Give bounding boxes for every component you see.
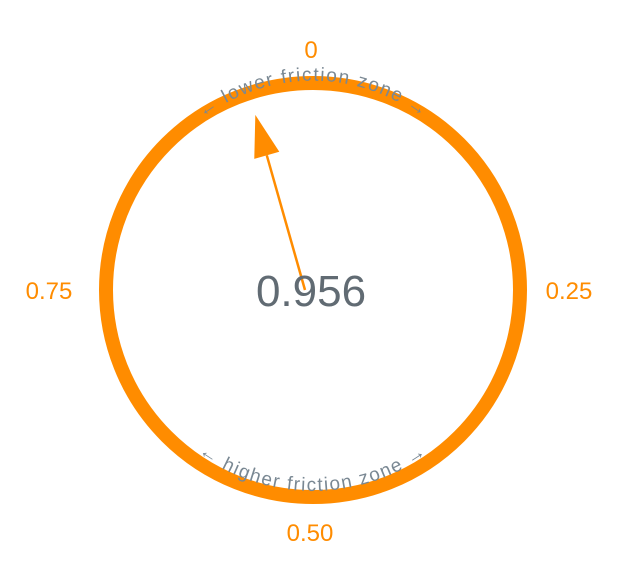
- gauge-ring: [99, 76, 527, 504]
- lower-friction-zone-label: ← lower friction zone →: [194, 65, 432, 122]
- tick-label-bottom: 0.50: [287, 520, 334, 547]
- tick-label-top: 0: [304, 37, 317, 64]
- tick-label-left: 0.75: [26, 278, 73, 305]
- higher-friction-zone-text: ← higher friction zone →: [195, 440, 429, 496]
- lower-friction-zone-text: ← lower friction zone →: [194, 65, 431, 122]
- higher-friction-zone-label: ← higher friction zone →: [195, 440, 430, 496]
- needle-arrowhead: [254, 114, 280, 159]
- needle-shaft: [265, 154, 307, 291]
- gauge-reading: 0.956: [256, 267, 366, 316]
- gauge-needle: [254, 114, 307, 291]
- tick-label-right: 0.25: [546, 278, 593, 305]
